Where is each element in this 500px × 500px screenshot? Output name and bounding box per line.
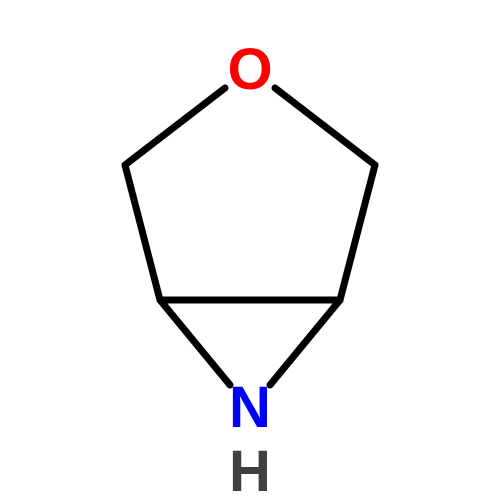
nitrogen-atom-label: N: [229, 379, 271, 437]
oxygen-atom-label: O: [227, 41, 272, 99]
bond-line: [275, 88, 375, 165]
bond-line: [340, 165, 375, 300]
bond-line: [160, 300, 230, 385]
bond-line: [125, 88, 225, 165]
bond-line: [270, 300, 340, 385]
molecule-canvas: O N H: [0, 0, 500, 500]
hydrogen-atom-label: H: [229, 443, 271, 500]
bond-line: [125, 165, 160, 300]
